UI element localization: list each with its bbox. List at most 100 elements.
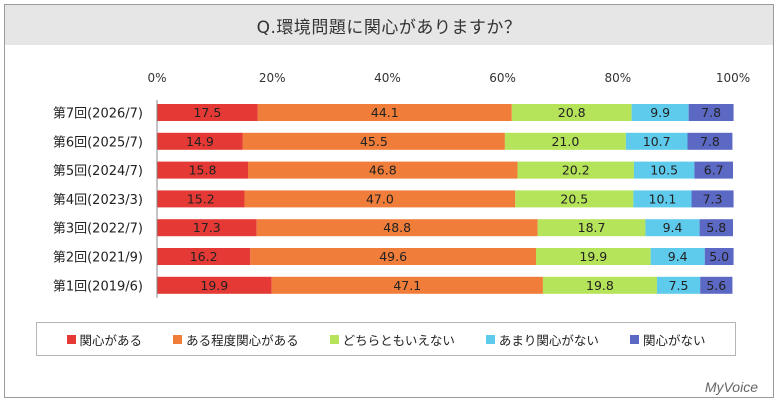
bar-segment [633,161,695,179]
data-label: 20.5 [560,191,588,206]
bar-segment [687,132,733,150]
bar-segment [244,190,516,208]
legend-label: あまり関心がない [498,332,599,348]
data-label: 19.8 [586,278,614,293]
data-label: 17.5 [193,105,221,120]
data-label: 7.3 [703,191,723,206]
data-label: 16.2 [190,249,218,264]
bar-segment [248,161,518,179]
data-label: 6.7 [704,163,724,178]
data-label: 20.8 [558,105,586,120]
bar-segment [157,161,249,179]
data-label: 14.9 [186,134,214,149]
legend-swatch [173,334,183,344]
bar-segment [691,190,734,208]
bar-segment [515,190,634,208]
data-label: 15.8 [189,163,217,178]
legend-label: 関心がない [642,332,706,348]
data-label: 17.3 [193,220,221,235]
data-label: 49.6 [379,249,407,264]
bar-segment [694,161,733,179]
x-tick-label: 40% [374,71,401,85]
legend-item: 関心がない [629,330,706,349]
bar-segment [511,104,632,121]
data-label: 7.8 [700,134,720,149]
bar-segment [250,248,537,265]
legend-item: ある程度関心がある [173,330,299,349]
legend-swatch [66,334,76,344]
data-label: 21.0 [551,134,579,149]
data-label: 15.2 [187,191,215,206]
data-label: 45.5 [360,134,388,149]
brand-logo: MyVoice [704,379,758,395]
x-tick-label: 20% [259,71,286,85]
x-tick-label: 60% [489,71,516,85]
title-bar: Q.環境問題に関心がありますか？ [5,5,773,45]
bar-segment [536,248,651,265]
category-label: 第4回(2023/3) [53,193,143,208]
data-label: 47.1 [393,278,421,293]
bar-segment [537,219,646,237]
legend-label: 関心がある [79,332,143,348]
data-label: 44.1 [371,105,399,120]
bar-segment [242,132,505,150]
data-label: 18.7 [578,220,606,235]
bar-segment [157,104,258,121]
data-label: 47.0 [366,191,394,206]
bar-segment [504,132,626,150]
bar-segment [688,104,734,121]
bar-segment [633,190,692,208]
category-label: 第2回(2021/9) [53,251,143,266]
bar-segment [257,104,512,121]
data-label: 46.8 [369,163,397,178]
bar-segment [157,190,245,208]
bar-segment [542,276,657,294]
bar-segment [699,219,733,237]
data-label: 5.6 [706,278,726,293]
category-label: 第7回(2026/7) [53,107,143,122]
x-tick-label: 0% [147,71,166,85]
category-label: 第6回(2025/7) [53,135,143,150]
bar-segment [271,276,543,294]
bar-segment [650,248,705,265]
category-label: 第5回(2024/7) [53,164,143,179]
data-label: 10.1 [649,191,677,206]
bar-segment [157,219,257,237]
data-label: 9.4 [668,249,688,264]
data-label: 48.8 [383,220,411,235]
data-label: 19.9 [200,278,228,293]
data-label: 20.2 [562,163,590,178]
chart-title: Q.環境問題に関心がありますか？ [256,17,522,38]
legend-swatch [629,334,639,344]
data-label: 7.5 [669,278,689,293]
data-label: 9.9 [650,105,670,120]
bar-segment [157,276,272,294]
legend-label: どちらともいえない [342,332,455,348]
legend-item: あまり関心がない [485,330,599,349]
data-label: 19.9 [579,249,607,264]
data-label: 7.8 [701,105,721,120]
bar-segment [645,219,700,237]
bar-segment [656,276,701,294]
bar-segment [625,132,688,150]
legend-item: どちらともいえない [329,330,455,349]
data-label: 10.7 [643,134,671,149]
bar-segment [157,132,243,150]
bar-segment [517,161,634,179]
data-label: 10.5 [650,163,678,178]
data-label: 5.8 [706,220,726,235]
legend-label: ある程度関心がある [186,332,299,348]
bar-segment [157,248,251,265]
bar-segment [700,276,733,294]
chart-legend: 関心がある ある程度関心がある どちらともいえない あまり関心がない 関心がない [36,322,736,356]
category-label: 第1回(2019/6) [53,279,143,294]
legend-item: 関心がある [66,330,143,349]
category-label: 第3回(2022/7) [53,222,143,237]
bar-segment [704,248,734,265]
data-label: 5.0 [709,249,729,264]
legend-swatch [329,334,339,344]
x-tick-label: 80% [604,71,631,85]
bar-segment [631,104,689,121]
x-tick-label: 100% [716,71,750,85]
